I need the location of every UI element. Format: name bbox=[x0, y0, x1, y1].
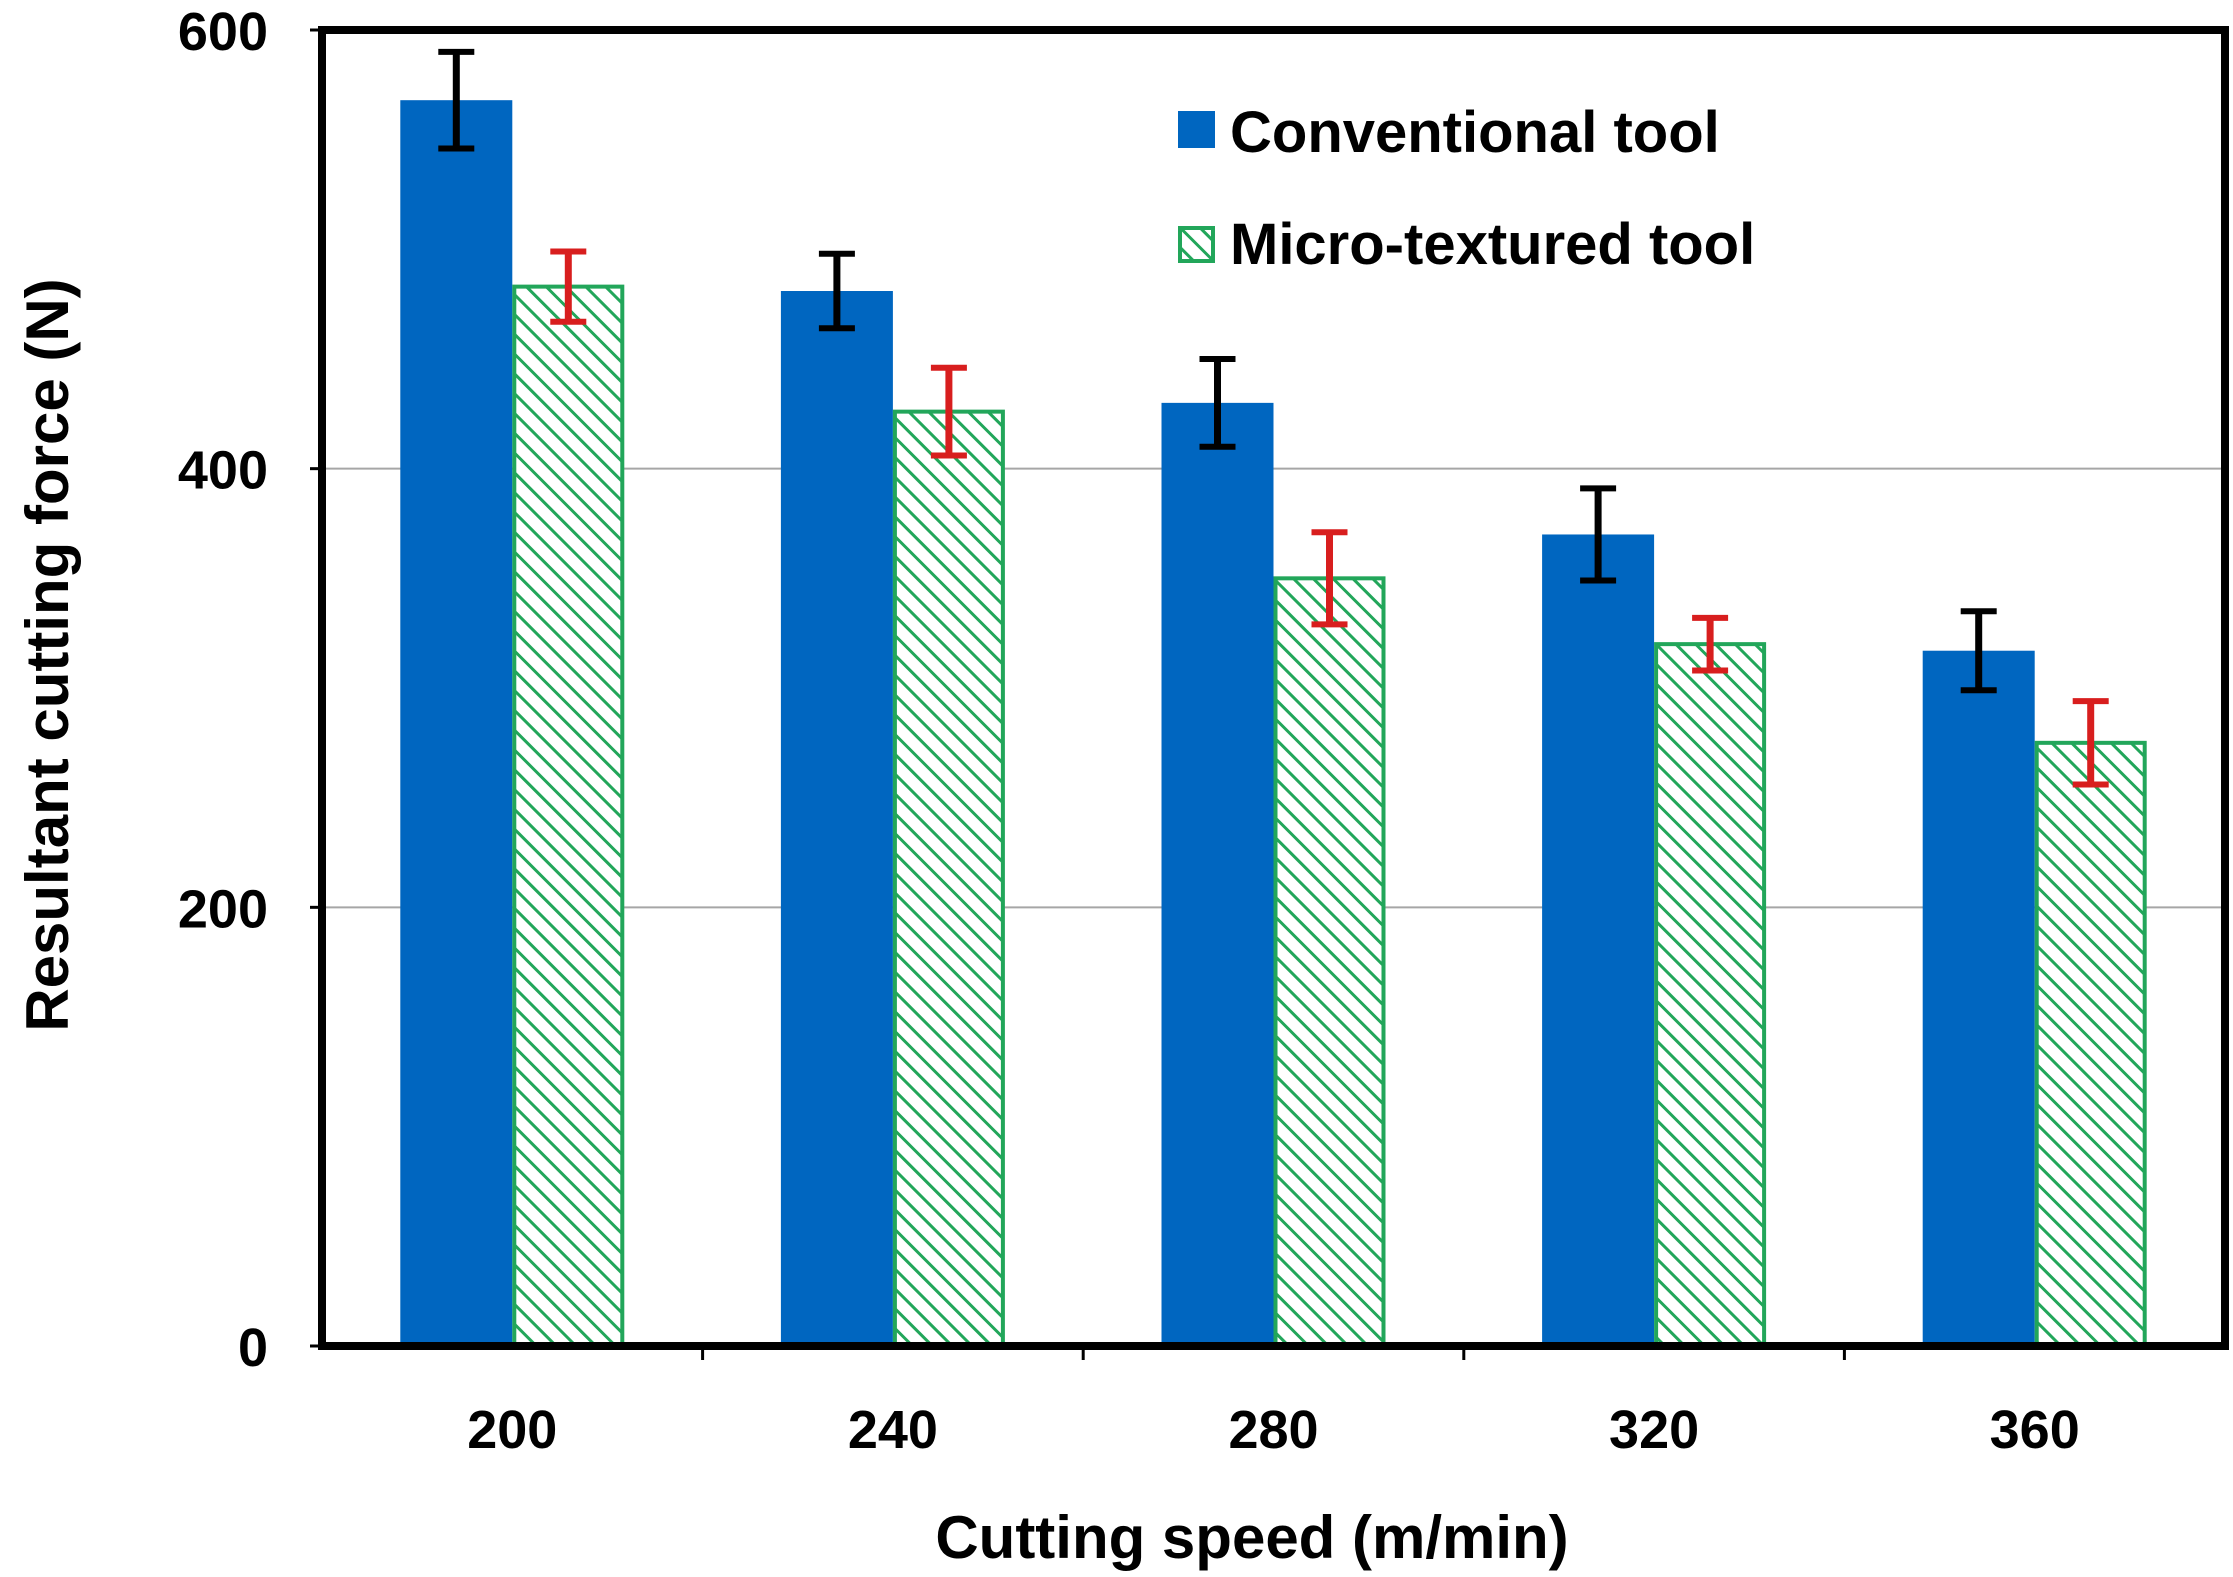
legend-label-micro-textured: Micro-textured tool bbox=[1230, 212, 1755, 277]
x-tick-label: 200 bbox=[467, 1400, 557, 1460]
bar-conventional bbox=[780, 291, 893, 1347]
bars bbox=[400, 100, 2147, 1348]
bar-conventional bbox=[1161, 402, 1274, 1346]
bar-micro-textured bbox=[892, 409, 1005, 1348]
bar-micro-textured bbox=[2034, 740, 2147, 1348]
bar-micro-textured bbox=[1654, 642, 1767, 1348]
x-tick-label: 280 bbox=[1228, 1400, 1318, 1460]
error-bar bbox=[438, 48, 475, 152]
error-bar bbox=[2072, 698, 2109, 788]
bar-micro-textured bbox=[1273, 576, 1386, 1348]
x-tick-label: 320 bbox=[1609, 1400, 1699, 1460]
bar-micro-textured bbox=[512, 284, 625, 1348]
bar-conventional bbox=[1542, 534, 1655, 1346]
axes bbox=[310, 26, 2229, 1360]
y-axis-title: Resultant cutting force (N) bbox=[14, 278, 81, 1031]
error-bars bbox=[438, 48, 2109, 788]
y-tick-label: 600 bbox=[178, 2, 268, 62]
error-bar bbox=[1580, 485, 1617, 584]
x-axis-title: Cutting speed (m/min) bbox=[935, 1504, 1568, 1571]
legend-swatch-conventional bbox=[1178, 111, 1215, 148]
legend-swatch-micro-textured bbox=[1178, 226, 1215, 263]
legend: Conventional tool Micro-textured tool bbox=[1178, 100, 1755, 277]
y-tick-label: 200 bbox=[178, 879, 268, 939]
error-bar bbox=[1960, 608, 1997, 694]
error-bar bbox=[1692, 614, 1729, 674]
bar-conventional bbox=[400, 100, 513, 1347]
plot-frame bbox=[318, 26, 2229, 1350]
error-bar bbox=[1199, 356, 1236, 450]
error-bar bbox=[818, 250, 855, 332]
y-tick-label: 0 bbox=[238, 1318, 268, 1378]
legend-label-conventional: Conventional tool bbox=[1230, 100, 1720, 165]
x-tick-label: 360 bbox=[1990, 1400, 2080, 1460]
y-tick-label: 400 bbox=[178, 441, 268, 501]
error-bar bbox=[550, 248, 587, 325]
error-bar bbox=[1311, 529, 1348, 628]
bar-conventional bbox=[1922, 650, 2035, 1346]
error-bar bbox=[930, 364, 967, 459]
tick-labels: 0 200 400 600 200 240 280 320 360 bbox=[178, 2, 2080, 1460]
x-tick-label: 240 bbox=[848, 1400, 938, 1460]
